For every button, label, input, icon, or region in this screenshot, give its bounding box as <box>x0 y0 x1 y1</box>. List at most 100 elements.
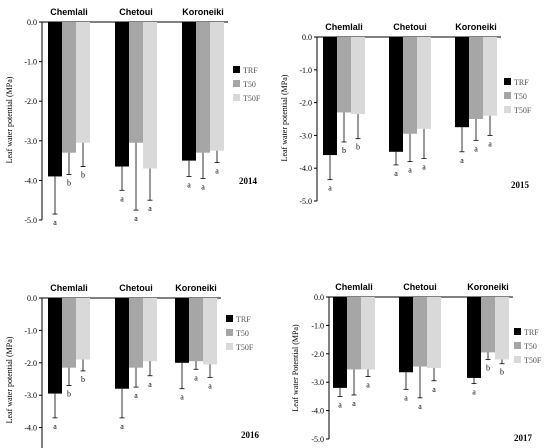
y-tick-label: 0.0 <box>314 293 324 302</box>
significance-letter: b <box>486 363 490 372</box>
category-label: Chemlali <box>50 7 88 17</box>
bar <box>333 297 347 388</box>
bar <box>182 22 196 161</box>
legend-label: T50 <box>236 329 249 338</box>
y-tick-label: -2.0 <box>311 350 324 359</box>
legend-label: TRF <box>514 78 529 87</box>
significance-letter: b <box>500 368 504 377</box>
legend-swatch <box>514 356 521 363</box>
significance-letter: a <box>422 162 426 171</box>
category-label: Chemlali <box>50 283 88 293</box>
category-label: Koroneiki <box>455 22 497 32</box>
bar <box>347 297 361 370</box>
chart-panel-2017: 0.0 -1.0 -2.0 -3.0 -4.0 -5.0 Leaf water Potent… <box>291 282 542 444</box>
bar <box>427 297 441 368</box>
y-tick-label: -2.0 <box>24 97 37 106</box>
significance-letter: b <box>67 389 71 398</box>
legend-label: TRF <box>524 328 539 337</box>
significance-letter: a <box>134 214 138 223</box>
significance-letter: a <box>432 385 436 394</box>
y-tick-label: -4.0 <box>24 424 37 433</box>
legend-swatch <box>504 78 511 85</box>
significance-letter: a <box>418 402 422 411</box>
bar <box>210 22 224 151</box>
y-axis-label: Leaf water potential (MPa) <box>280 74 289 161</box>
category-label: Chemlali <box>325 22 363 32</box>
significance-letter: a <box>338 400 342 409</box>
bar <box>323 37 337 156</box>
significance-letter: a <box>194 373 198 382</box>
y-tick-label: 0.0 <box>27 294 37 303</box>
legend-label: T50F <box>236 343 254 352</box>
legend-swatch <box>226 329 233 336</box>
significance-letter: a <box>180 393 184 402</box>
y-tick-label: -3.0 <box>299 131 312 140</box>
category-label: Chetoui <box>393 22 427 32</box>
significance-letter: a <box>53 422 57 431</box>
significance-letter: a <box>408 166 412 175</box>
bar <box>467 297 481 378</box>
bar <box>403 37 417 134</box>
legend-swatch <box>504 106 511 113</box>
significance-letter: a <box>134 391 138 400</box>
significance-letter: b <box>356 143 360 152</box>
y-tick-label: -5.0 <box>24 216 37 225</box>
legend-swatch <box>226 315 233 322</box>
y-tick-label: -1.0 <box>24 58 37 67</box>
bar <box>483 37 497 116</box>
significance-letter: a <box>120 194 124 203</box>
legend-swatch <box>233 80 240 87</box>
legend-swatch <box>226 343 233 350</box>
significance-letter: a <box>472 388 476 397</box>
bar <box>115 22 129 167</box>
bar <box>175 298 189 363</box>
bar <box>389 37 403 152</box>
panel-year-label: 2017 <box>514 433 533 443</box>
bar <box>413 297 427 367</box>
bar <box>351 37 365 115</box>
bar <box>143 22 157 169</box>
bar <box>48 298 62 394</box>
legend-label: T50F <box>243 94 261 103</box>
significance-letter: a <box>394 169 398 178</box>
bar <box>115 298 129 389</box>
bar <box>203 298 217 365</box>
y-tick-label: -1.0 <box>24 326 37 335</box>
legend-label: T50 <box>243 80 256 89</box>
category-label: Koroneiki <box>175 283 217 293</box>
bar <box>76 22 90 143</box>
bar <box>455 37 469 128</box>
category-label: Chetoui <box>119 283 153 293</box>
bar <box>189 298 203 362</box>
significance-letter: a <box>215 167 219 176</box>
legend-label: TRF <box>236 315 251 324</box>
significance-letter: b <box>67 178 71 187</box>
significance-letter: a <box>187 180 191 189</box>
legend-swatch <box>233 94 240 101</box>
legend-swatch <box>514 328 521 335</box>
y-tick-label: -2.0 <box>24 359 37 368</box>
bar <box>196 22 210 153</box>
significance-letter: a <box>120 422 124 431</box>
y-tick-label: -1.0 <box>311 321 324 330</box>
panel-year-label: 2015 <box>511 180 530 190</box>
legend-swatch <box>514 342 521 349</box>
y-tick-label: -4.0 <box>311 407 324 416</box>
bar <box>62 298 76 368</box>
category-label: Chetoui <box>403 282 437 292</box>
significance-letter: a <box>404 393 408 402</box>
y-tick-label: -3.0 <box>24 137 37 146</box>
legend-label: T50F <box>514 106 532 115</box>
significance-letter: a <box>201 182 205 191</box>
bar <box>76 298 90 360</box>
legend-label: TRF <box>243 66 258 75</box>
category-label: Koroneiki <box>182 7 224 17</box>
significance-letter: b <box>342 146 346 155</box>
category-label: Koroneiki <box>467 282 509 292</box>
bar <box>469 37 483 119</box>
category-label: Chetoui <box>119 7 153 17</box>
legend-label: T50F <box>524 356 542 365</box>
y-tick-label: 0.0 <box>27 18 37 27</box>
significance-letter: a <box>474 144 478 153</box>
